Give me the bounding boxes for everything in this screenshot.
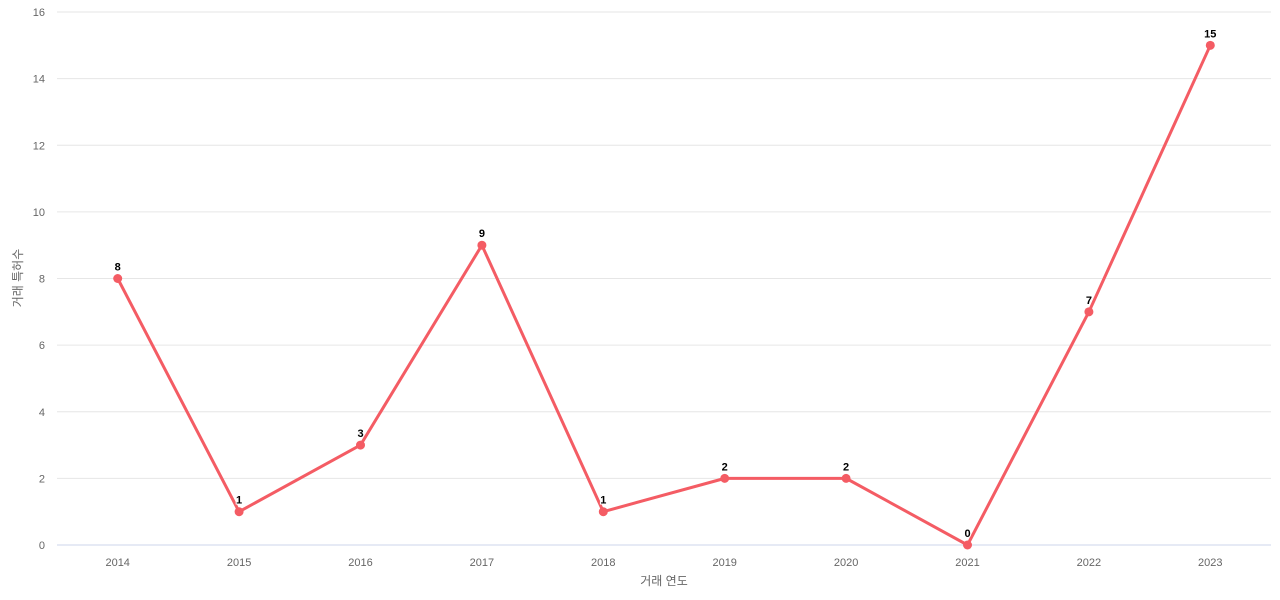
data-point-label: 3 (357, 428, 363, 440)
x-tick-label: 2020 (834, 557, 858, 569)
data-point-label: 0 (964, 528, 970, 540)
y-tick-label: 16 (33, 7, 45, 19)
y-tick-label: 6 (39, 340, 45, 352)
data-point-marker[interactable] (356, 440, 365, 450)
x-tick-label: 2021 (955, 557, 979, 569)
series-line (116, 43, 1212, 547)
data-point-label: 15 (1204, 28, 1216, 40)
data-point-marker[interactable] (113, 274, 123, 283)
y-tick-label: 12 (33, 140, 45, 152)
data-point-marker[interactable] (1084, 307, 1094, 317)
x-axis-title: 거래 연도 (640, 574, 688, 588)
x-tick-label: 2019 (712, 557, 736, 569)
y-tick-label: 14 (33, 74, 45, 86)
x-tick-label: 2017 (470, 557, 494, 569)
x-tick-label: 2014 (105, 557, 129, 569)
x-tick-label: 2016 (348, 557, 372, 569)
y-tick-label: 10 (33, 207, 45, 219)
data-point-marker[interactable] (477, 240, 487, 250)
data-point-label: 1 (236, 495, 242, 507)
data-point-marker[interactable] (963, 540, 972, 550)
data-point-label: 2 (722, 461, 728, 473)
data-point-label: 2 (843, 461, 849, 473)
x-tick-label: 2023 (1198, 557, 1222, 569)
data-point-marker[interactable] (1205, 40, 1215, 50)
data-point-label: 7 (1086, 295, 1092, 307)
data-point-marker[interactable] (720, 473, 730, 483)
x-tick-label: 2022 (1077, 557, 1101, 569)
data-point-marker[interactable] (841, 473, 851, 483)
data-point-marker[interactable] (234, 507, 244, 517)
y-tick-label: 4 (39, 407, 45, 419)
data-point-label: 9 (479, 228, 485, 240)
y-axis-title: 거래 특허수 (11, 248, 25, 308)
x-tick-label: 2018 (591, 557, 615, 569)
data-point-label: 8 (115, 262, 121, 274)
y-tick-label: 2 (39, 473, 45, 485)
y-tick-label: 8 (39, 274, 45, 286)
data-point-marker[interactable] (598, 507, 608, 517)
x-tick-label: 2015 (227, 557, 251, 569)
y-tick-label: 0 (39, 540, 45, 552)
data-point-label: 1 (600, 495, 606, 507)
